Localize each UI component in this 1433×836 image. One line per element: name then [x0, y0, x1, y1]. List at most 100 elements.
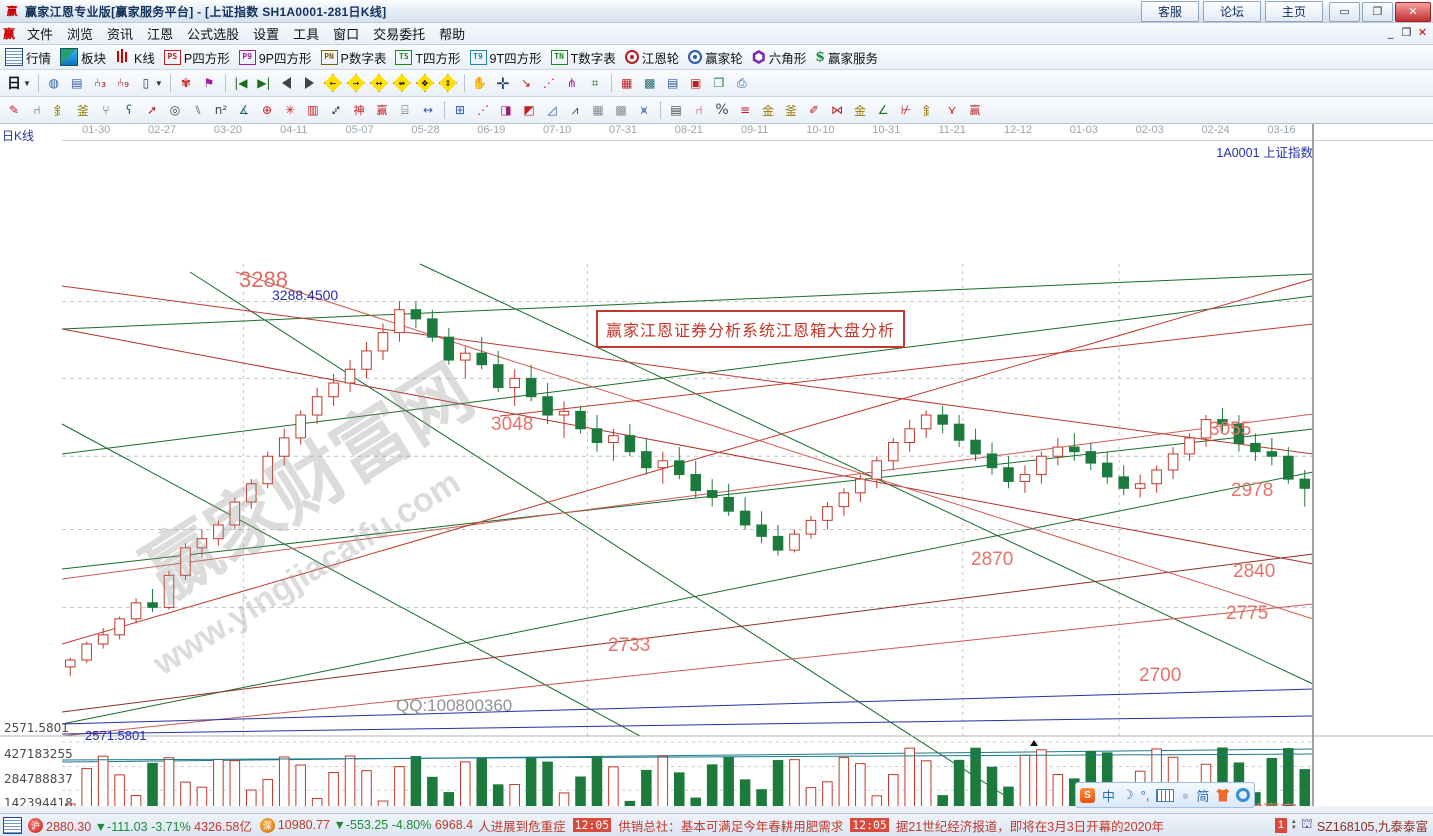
fork-icon[interactable]: ⑁ — [33, 103, 41, 117]
cross-fan-icon[interactable]: ⋈ — [831, 103, 843, 117]
menu-settings[interactable]: 设置 — [253, 27, 280, 42]
toolbar-gann-wheel[interactable]: 江恩轮 — [622, 48, 686, 67]
restore-button[interactable]: ❐ — [1362, 1, 1393, 22]
toolbar-quotes[interactable]: 行情 — [2, 48, 57, 67]
zoom-out-icon[interactable]: ↮ — [391, 72, 413, 94]
mdi-close-button[interactable]: ✕ — [1417, 26, 1428, 39]
status-grid-icon[interactable] — [3, 816, 22, 834]
toolbar-t-square[interactable]: TS T四方形 — [392, 48, 466, 67]
percent-fan-icon[interactable]: ⑁ — [695, 103, 703, 117]
calendar-icon[interactable]: ▦ — [621, 76, 633, 90]
menu-formula-screen[interactable]: 公式选股 — [187, 27, 240, 42]
rocket-icon[interactable]: ➚ — [146, 103, 158, 117]
toolbar-winner-service[interactable]: $ 赢家服务 — [812, 48, 884, 67]
scroll-left-icon[interactable]: ← — [322, 72, 344, 94]
sogou-logo-icon[interactable]: S — [1080, 787, 1095, 803]
trend-up-icon[interactable]: ◿ — [547, 103, 557, 117]
f-line-icon[interactable]: ⊬ — [900, 103, 912, 117]
candle-dropdown-icon[interactable]: ▼ — [154, 78, 163, 88]
ying-icon[interactable]: 赢 — [376, 104, 388, 117]
chart-style-icon[interactable]: ◍ — [48, 76, 60, 90]
menu-window[interactable]: 窗口 — [333, 27, 360, 42]
forum-button[interactable]: 论坛 — [1203, 1, 1261, 22]
gold-section-icon[interactable]: 釜 — [76, 103, 89, 118]
menu-tools[interactable]: 工具 — [293, 27, 320, 42]
first-page-icon[interactable]: |◀ — [234, 76, 248, 90]
ying-tool-icon[interactable]: 赢 — [969, 104, 981, 117]
news-item-0[interactable]: 人进展到危重症 — [478, 819, 566, 834]
ime-script-button[interactable]: 简 — [1196, 788, 1210, 804]
ime-toolbar[interactable]: S 中 ☽ °, ● 简 — [1075, 782, 1256, 808]
annotation-box[interactable]: 赢家江恩证券分析系统江恩箱大盘分析 — [596, 310, 906, 348]
next-icon[interactable] — [299, 72, 321, 94]
voice-icon[interactable]: °, — [1140, 787, 1150, 803]
gold-circle-icon[interactable]: 金 — [761, 103, 774, 118]
last-page-icon[interactable]: ▶| — [257, 76, 271, 90]
news-ticker[interactable]: 人进展到危重症 12:05 供销总社：基本可满足今年春耕用肥需求 12:05 据… — [478, 816, 1270, 835]
close-button[interactable]: ✕ — [1395, 1, 1431, 22]
notes-icon[interactable]: ▤ — [667, 76, 679, 90]
toolbar-9p-square[interactable]: P9 9P四方形 — [236, 48, 318, 67]
status-stock-code[interactable]: SZ168105,九泰泰富 — [1316, 819, 1428, 834]
moon-icon[interactable]: ☽ — [1122, 787, 1134, 802]
save-icon[interactable]: ▣ — [690, 76, 702, 90]
red-fan-icon[interactable]: ⋰ — [477, 103, 489, 117]
pencil-icon[interactable]: ✎ — [8, 103, 20, 117]
homepage-button[interactable]: 主页 — [1265, 1, 1323, 22]
pitchfork-icon[interactable]: ⑇ — [332, 103, 340, 117]
news-spinner-icon[interactable]: ▲ ▼ — [1290, 818, 1297, 831]
trend-zigzag-icon[interactable]: ⩘ — [571, 102, 579, 117]
menu-gann[interactable]: 江恩 — [147, 27, 174, 42]
box-fan-icon[interactable]: ◨ — [500, 103, 512, 117]
ruler-icon[interactable]: ▤ — [670, 103, 682, 117]
brush-icon[interactable]: ⌗ — [591, 75, 599, 90]
zoom-in-icon[interactable]: ↔ — [368, 72, 390, 94]
calculator-icon[interactable]: ▩ — [644, 76, 656, 90]
menu-help[interactable]: 帮助 — [439, 27, 466, 42]
copy-icon[interactable]: ❐ — [713, 76, 725, 90]
grid-fine-icon[interactable]: ▦ — [592, 103, 604, 117]
gold-angle-icon[interactable]: 釒 — [922, 103, 935, 118]
compress-icon[interactable]: ✥ — [414, 72, 436, 94]
angle-icon[interactable]: ∡ — [238, 103, 250, 117]
circle-cycle-icon[interactable]: ◎ — [169, 103, 181, 117]
spiral-icon[interactable]: ʕ — [125, 103, 133, 117]
period-dropdown-icon[interactable]: ▼ — [23, 78, 31, 88]
hand-icon[interactable]: ✋ — [472, 76, 488, 90]
toolbar-t-number-table[interactable]: TN T数字表 — [548, 48, 622, 67]
toolbar-p-square[interactable]: PS P四方形 — [161, 48, 236, 67]
shirt-icon[interactable] — [1216, 788, 1230, 802]
ime-mode-button[interactable]: 中 — [1102, 788, 1116, 804]
gold-line-icon[interactable]: 釜 — [784, 103, 797, 118]
comb-icon[interactable]: ⑊ — [194, 103, 202, 117]
star-target-icon[interactable]: ✳ — [284, 103, 296, 117]
wave-icon[interactable]: ⩙ — [640, 102, 648, 117]
ma9-icon[interactable]: ⑃₉ — [116, 76, 129, 90]
report-icon[interactable]: ▤ — [71, 76, 83, 90]
box-icon[interactable]: ⊞ — [454, 103, 466, 117]
news-item-2[interactable]: 据21世纪经济报道，即将在3月3日开幕的2020年 — [895, 819, 1164, 834]
regression-icon[interactable]: ⋰ — [542, 76, 555, 90]
customer-service-button[interactable]: 客服 — [1141, 1, 1199, 22]
toolbar-sector[interactable]: 板块 — [57, 48, 112, 67]
print-icon[interactable]: ⎙ — [737, 75, 747, 90]
overlay-icon[interactable]: ✾ — [180, 76, 191, 90]
toolbar-9t-square[interactable]: T9 9T四方形 — [467, 48, 548, 67]
grid-box-icon[interactable]: ▥ — [307, 103, 319, 117]
toolbar-winner-wheel[interactable]: 赢家轮 — [685, 48, 749, 67]
menu-trade[interactable]: 交易委托 — [373, 27, 426, 42]
cursor-icon[interactable]: ↘ — [520, 76, 531, 90]
scroll-right-icon[interactable]: → — [345, 72, 367, 94]
mdi-restore-button[interactable]: ❐ — [1401, 26, 1412, 39]
expand-icon[interactable]: ⇕ — [437, 72, 459, 94]
gold-pen-icon[interactable]: ✐ — [808, 103, 820, 117]
fan-line-icon[interactable]: ⑂ — [102, 103, 110, 117]
menu-news[interactable]: 资讯 — [107, 27, 134, 42]
arrows-icon[interactable]: ↔ — [422, 103, 434, 117]
toolbar-kline[interactable]: K线 — [112, 48, 161, 67]
crosshair-icon[interactable]: ✛ — [496, 73, 510, 93]
mdi-minimize-button[interactable]: _ — [1387, 26, 1394, 39]
menu-browse[interactable]: 浏览 — [67, 27, 94, 42]
toolbar-hexagon[interactable]: 六角形 — [749, 48, 813, 67]
square-n2-icon[interactable]: n² — [214, 103, 228, 117]
